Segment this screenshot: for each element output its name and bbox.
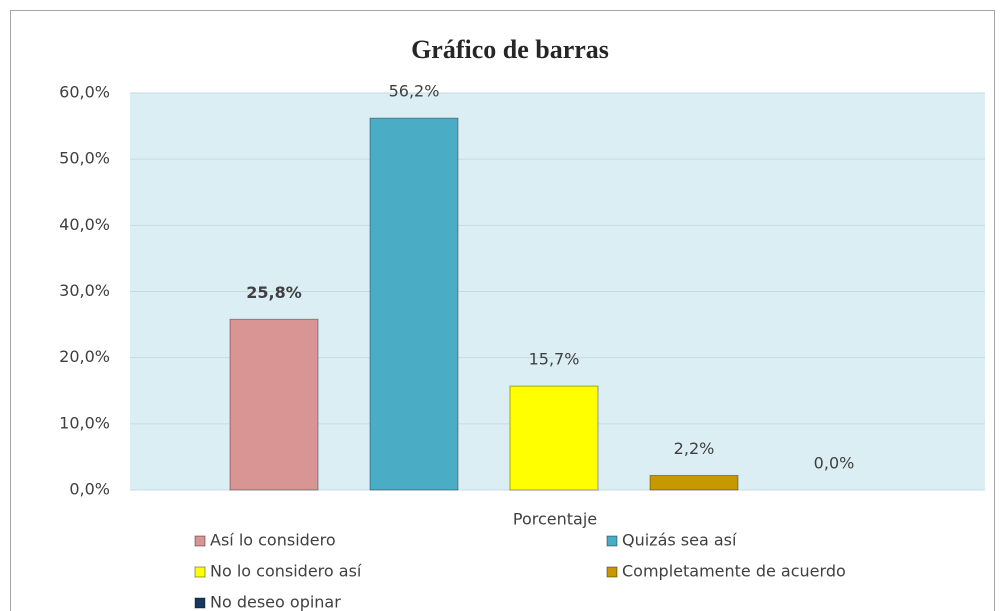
y-tick-label: 50,0% — [59, 149, 110, 168]
legend-label: Así lo considero — [210, 531, 336, 550]
legend-label: Completamente de acuerdo — [622, 562, 846, 581]
x-axis-label: Porcentaje — [513, 510, 597, 529]
data-label: 15,7% — [529, 350, 580, 369]
chart-title: Gráfico de barras — [411, 35, 609, 64]
legend-label: No deseo opinar — [210, 593, 341, 611]
legend-swatch — [194, 597, 206, 609]
y-tick-label: 0,0% — [69, 480, 110, 499]
data-label: 56,2% — [389, 82, 440, 101]
bar — [649, 474, 739, 491]
bar — [229, 318, 319, 491]
data-label: 25,8% — [246, 283, 302, 302]
legend-swatch — [194, 535, 206, 547]
y-tick-label: 30,0% — [59, 281, 110, 300]
legend-swatch — [194, 566, 206, 578]
y-tick-label: 20,0% — [59, 347, 110, 366]
data-label: 2,2% — [674, 439, 715, 458]
legend-label: Quizás sea así — [622, 531, 737, 550]
legend-swatch — [606, 535, 618, 547]
data-label: 0,0% — [814, 454, 855, 473]
bar — [509, 385, 599, 491]
y-tick-label: 40,0% — [59, 215, 110, 234]
y-tick-label: 60,0% — [59, 83, 110, 102]
bar — [369, 117, 459, 491]
legend-swatch — [606, 566, 618, 578]
y-tick-label: 10,0% — [59, 413, 110, 432]
legend-label: No lo considero así — [210, 562, 362, 581]
